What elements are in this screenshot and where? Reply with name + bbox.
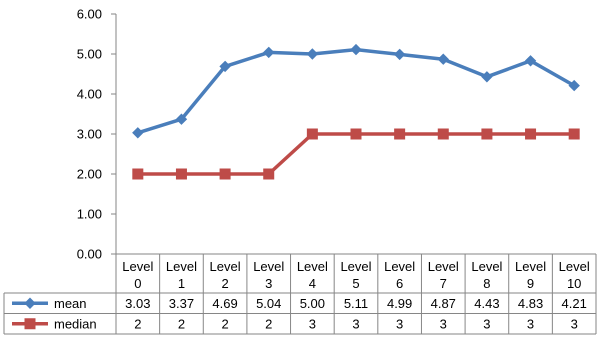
data-point-mean bbox=[568, 79, 580, 92]
y-tick-label: 0.00 bbox=[77, 247, 102, 262]
series-median bbox=[132, 128, 580, 180]
legend-marker-median bbox=[24, 318, 36, 330]
data-point-mean bbox=[132, 127, 144, 139]
table-cell-mean: 3.03 bbox=[125, 296, 150, 311]
table-cell-median: 3 bbox=[396, 316, 403, 331]
y-tick-label: 6.00 bbox=[77, 7, 102, 22]
x-tick-label: Level 7 bbox=[428, 259, 459, 291]
data-point-mean bbox=[524, 55, 537, 67]
x-tick-label: Level 6 bbox=[384, 259, 415, 291]
data-point-median bbox=[437, 128, 449, 140]
table-cell-mean: 4.69 bbox=[212, 296, 237, 311]
y-axis-ticks: 0.00 1.00 2.00 3.00 4.00 5.00 6.00 bbox=[77, 7, 116, 262]
data-point-mean bbox=[481, 71, 493, 83]
x-tick-label: Level 3 bbox=[253, 259, 284, 291]
table-cell-median: 3 bbox=[527, 316, 534, 331]
legend-label-median: median bbox=[54, 316, 97, 331]
table-cell-mean: 5.00 bbox=[300, 296, 325, 311]
table-cell-median: 3 bbox=[309, 316, 316, 331]
table-cell-mean: 4.21 bbox=[562, 296, 587, 311]
x-tick-label: Level 4 bbox=[297, 259, 328, 291]
x-tick-label: Level 10 bbox=[559, 259, 590, 291]
table-cell-median: 2 bbox=[221, 316, 228, 331]
data-point-median bbox=[132, 168, 144, 180]
table-cell-mean: 5.04 bbox=[256, 296, 281, 311]
series-line-median bbox=[137, 132, 575, 176]
x-tick-label: Level 5 bbox=[340, 259, 371, 291]
data-point-mean bbox=[306, 48, 319, 60]
x-tick-label: Level 0 bbox=[122, 259, 153, 291]
table-cell-median: 3 bbox=[483, 316, 490, 331]
table-cell-median: 3 bbox=[571, 316, 578, 331]
data-point-median bbox=[263, 168, 275, 180]
table-cell-mean: 4.99 bbox=[387, 296, 412, 311]
x-tick-label: Level 9 bbox=[515, 259, 546, 291]
table-cell-median: 3 bbox=[440, 316, 447, 331]
y-tick-label: 3.00 bbox=[77, 127, 102, 142]
series-line-mean bbox=[137, 47, 576, 135]
table-cell-median: 3 bbox=[352, 316, 359, 331]
y-tick-label: 2.00 bbox=[77, 167, 102, 182]
data-point-mean bbox=[263, 46, 275, 59]
data-point-median bbox=[306, 128, 318, 140]
data-point-median bbox=[525, 128, 537, 140]
data-point-mean bbox=[175, 113, 188, 125]
data-point-mean bbox=[350, 43, 362, 56]
table-cell-mean: 3.37 bbox=[169, 296, 194, 311]
table-cell-median: 2 bbox=[134, 316, 141, 331]
table-cell-median: 2 bbox=[178, 316, 185, 331]
data-point-median bbox=[568, 128, 580, 140]
data-point-median bbox=[175, 168, 187, 180]
chart-series bbox=[132, 43, 580, 180]
data-point-mean bbox=[219, 60, 231, 73]
table-cell-mean: 4.83 bbox=[518, 296, 543, 311]
series-mean bbox=[132, 43, 580, 139]
legend-label-mean: mean bbox=[54, 296, 87, 311]
data-point-median bbox=[481, 128, 493, 140]
y-tick-label: 5.00 bbox=[77, 47, 102, 62]
data-table: Level 0 Level 1 Level 2 Level 3 Level 4 Level 5 Leve… bbox=[3, 253, 597, 335]
table-cell-mean: 5.11 bbox=[344, 296, 368, 311]
table-cell-median: 2 bbox=[265, 316, 272, 331]
x-tick-label: Level 1 bbox=[166, 259, 197, 291]
data-point-median bbox=[394, 128, 406, 140]
data-point-mean bbox=[437, 53, 449, 65]
x-tick-label: Level 2 bbox=[210, 259, 241, 291]
x-tick-label: Level 8 bbox=[471, 259, 502, 291]
table-cell-mean: 4.43 bbox=[474, 296, 499, 311]
y-tick-label: 1.00 bbox=[77, 207, 102, 222]
data-point-mean bbox=[393, 48, 406, 61]
y-tick-label: 4.00 bbox=[77, 87, 102, 102]
table-cell-mean: 4.87 bbox=[431, 296, 456, 311]
data-point-median bbox=[219, 168, 231, 180]
data-point-median bbox=[350, 128, 362, 140]
legend-marker-mean bbox=[24, 297, 36, 309]
